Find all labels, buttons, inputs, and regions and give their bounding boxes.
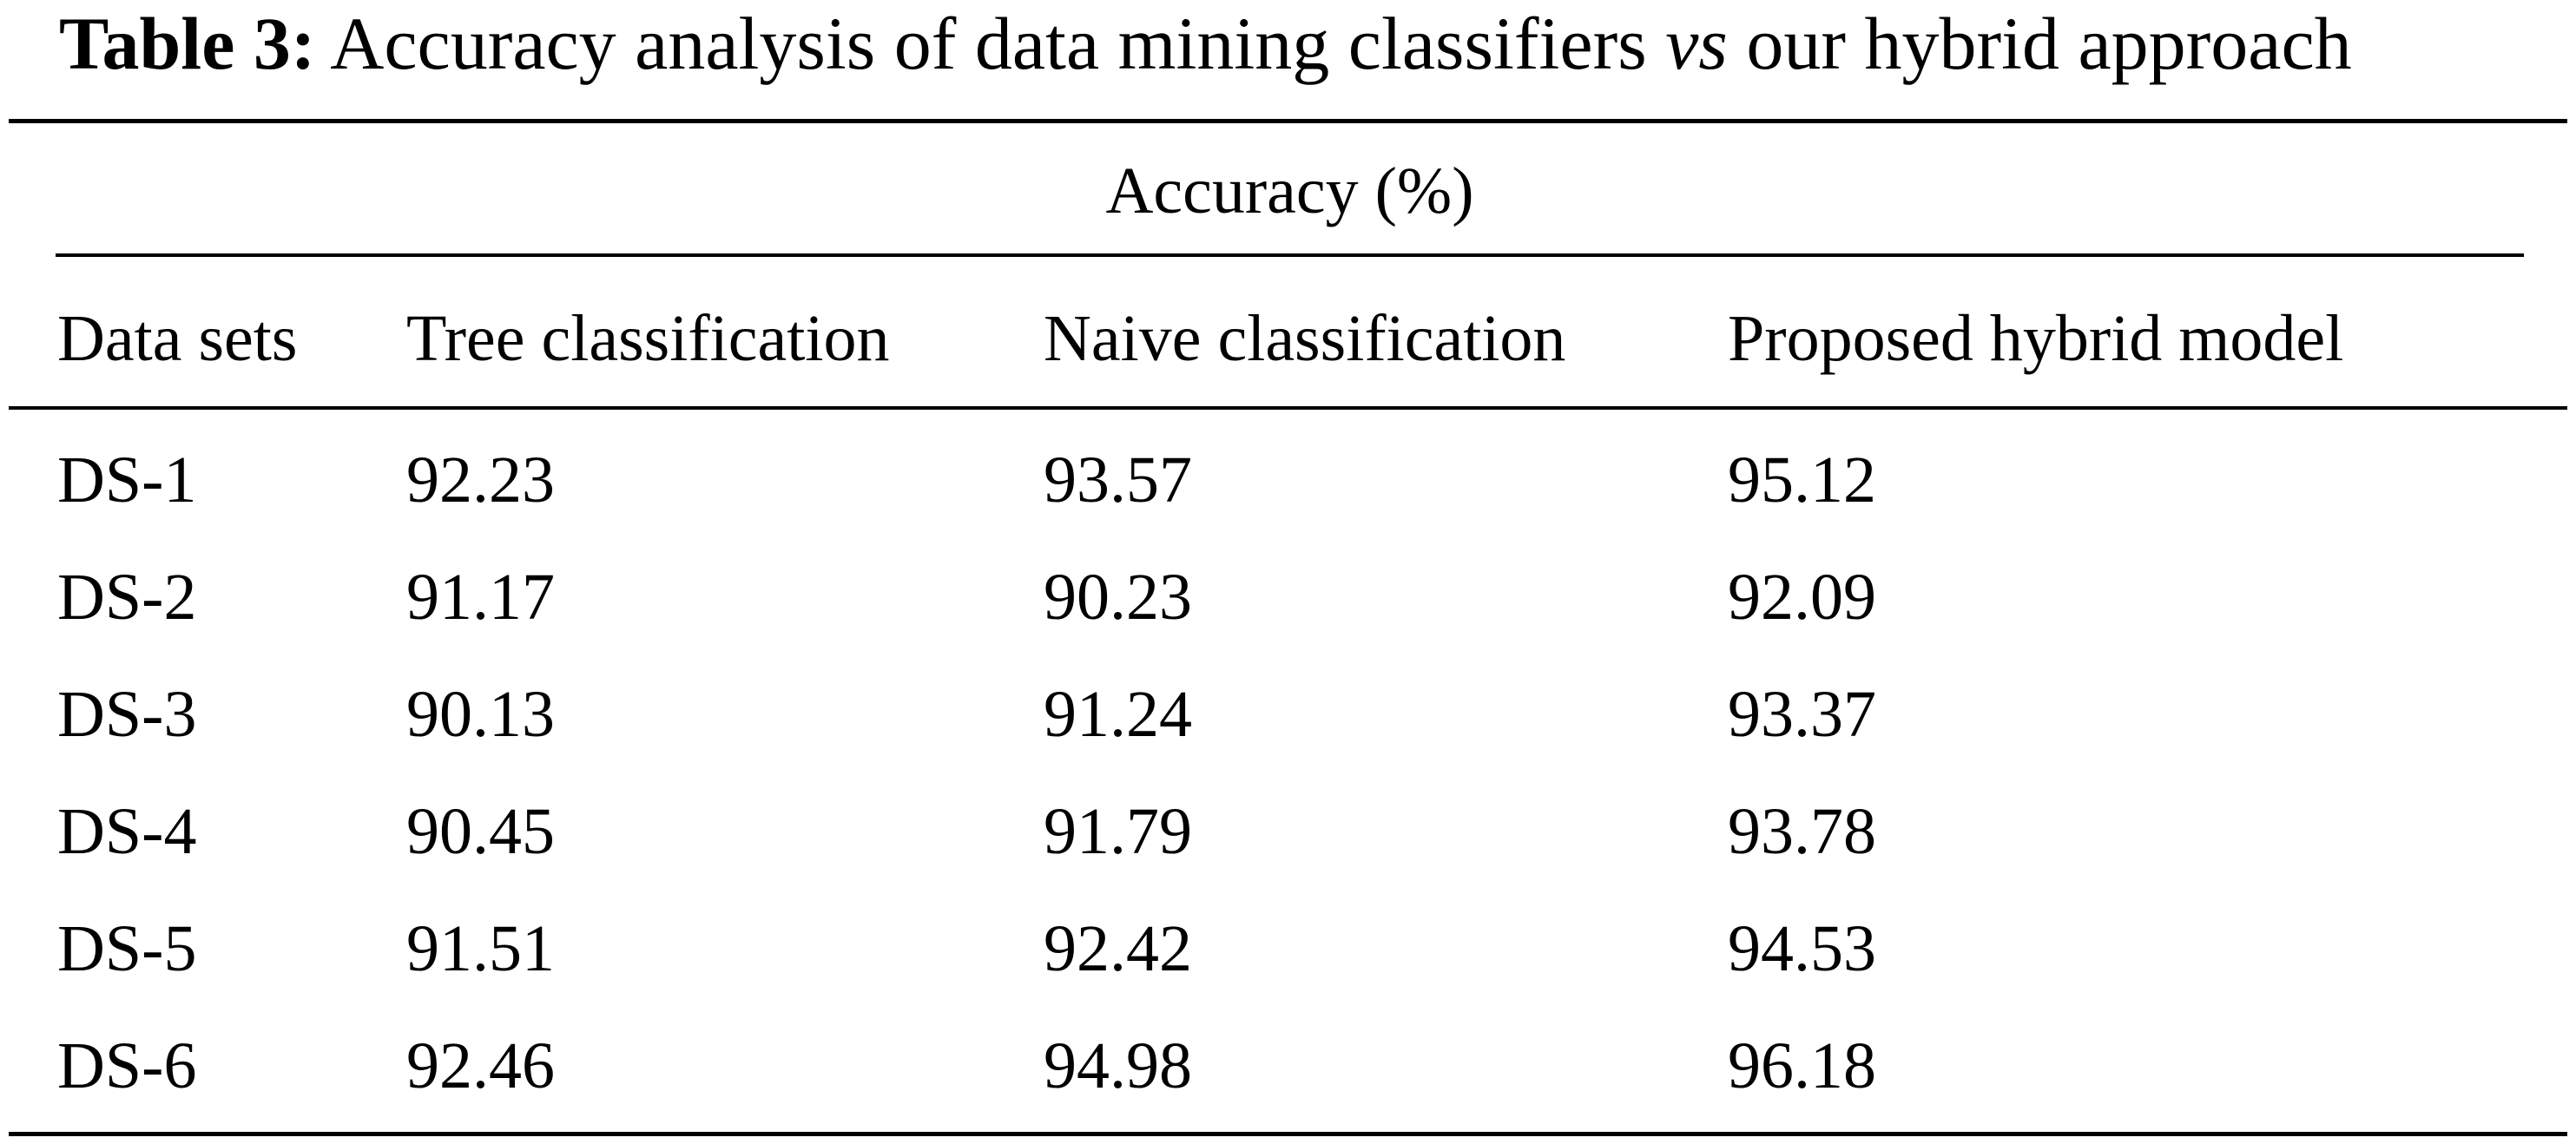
table-cell: 91.51 xyxy=(406,912,555,985)
caption-italic-vs: vs xyxy=(1665,2,1728,85)
table-cell: 91.24 xyxy=(1044,678,1192,751)
table-cell: 90.23 xyxy=(1044,561,1192,634)
caption-label: Table 3: xyxy=(59,2,316,85)
row-label: DS-6 xyxy=(57,1029,197,1102)
table-cell: 93.37 xyxy=(1728,678,1876,751)
table-cell: 95.12 xyxy=(1728,444,1876,516)
row-label: DS-3 xyxy=(57,678,197,751)
table-top-rule xyxy=(9,119,2567,123)
column-header-tree-classification: Tree classification xyxy=(406,302,890,375)
row-label: DS-1 xyxy=(57,444,197,516)
table-cell: 90.45 xyxy=(406,795,555,868)
column-header-naive-classification: Naive classification xyxy=(1044,302,1566,375)
table-cell: 92.46 xyxy=(406,1029,555,1102)
table-cell: 91.79 xyxy=(1044,795,1192,868)
table-cell: 94.98 xyxy=(1044,1029,1192,1102)
table-cell: 94.53 xyxy=(1728,912,1876,985)
table-cell: 92.42 xyxy=(1044,912,1192,985)
table-cell: 93.78 xyxy=(1728,795,1876,868)
column-header-proposed-hybrid-model: Proposed hybrid model xyxy=(1728,302,2344,375)
row-label: DS-5 xyxy=(57,912,197,985)
row-label: DS-2 xyxy=(57,561,197,634)
table-cell: 92.23 xyxy=(406,444,555,516)
table-caption: Table 3: Accuracy analysis of data minin… xyxy=(59,0,2542,87)
spanning-header-rule xyxy=(56,253,2524,257)
table-cell: 96.18 xyxy=(1728,1029,1876,1102)
table-bottom-rule xyxy=(9,1132,2567,1136)
accuracy-spanning-header: Accuracy (%) xyxy=(1105,155,1474,227)
table-cell: 91.17 xyxy=(406,561,555,634)
caption-text-after: our hybrid approach xyxy=(1727,2,2352,85)
row-label: DS-4 xyxy=(57,795,197,868)
table-cell: 93.57 xyxy=(1044,444,1192,516)
table-cell: 90.13 xyxy=(406,678,555,751)
header-bottom-rule xyxy=(9,406,2567,410)
column-header-data-sets: Data sets xyxy=(57,302,298,375)
caption-text-before: Accuracy analysis of data mining classif… xyxy=(315,2,1666,85)
table-cell: 92.09 xyxy=(1728,561,1876,634)
